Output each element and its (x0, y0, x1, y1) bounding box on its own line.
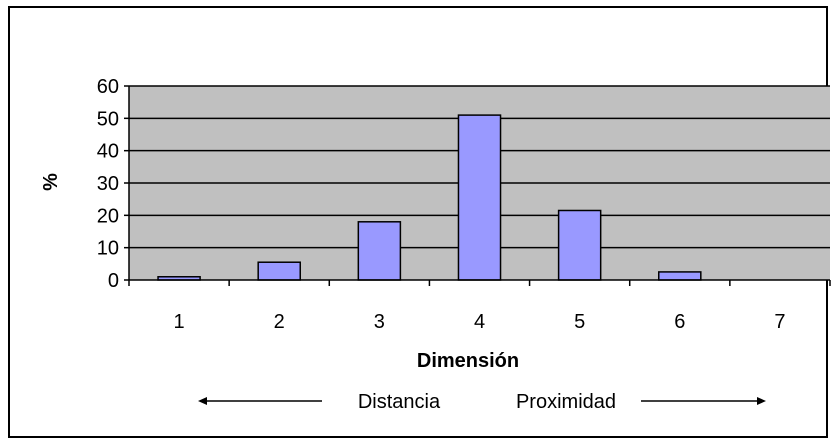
axes (124, 85, 831, 286)
distancia-arrow (198, 397, 322, 405)
bar-5 (557, 209, 602, 281)
y-tick-label: 20 (97, 205, 119, 227)
y-tick-label: 30 (97, 173, 119, 195)
bar-2 (257, 261, 301, 281)
bars (157, 114, 702, 281)
x-tick-label: 2 (274, 311, 285, 333)
y-tick-labels: 0 10 20 30 40 50 60 (97, 76, 119, 292)
x-tick-label: 6 (674, 311, 685, 333)
x-axis-title: Dimensión (417, 350, 519, 372)
distancia-label: Distancia (358, 391, 441, 413)
bar-3 (357, 221, 402, 281)
y-tick-label: 10 (97, 238, 119, 260)
y-axis-title: % (40, 173, 62, 191)
proximidad-arrow (641, 397, 766, 405)
proximidad-label: Proximidad (516, 391, 616, 413)
y-tick-label: 60 (97, 76, 119, 98)
y-tick-label: 0 (108, 270, 119, 292)
bar-4 (457, 114, 502, 281)
x-tick-label: 1 (174, 311, 185, 333)
bar-6 (658, 271, 702, 281)
x-tick-label: 4 (474, 311, 485, 333)
y-tick-label: 40 (97, 141, 119, 163)
x-tick-label: 7 (774, 311, 785, 333)
x-tick-label: 5 (574, 311, 585, 333)
y-tick-label: 50 (97, 108, 119, 130)
x-tick-label: 3 (374, 311, 385, 333)
x-tick-labels: 1 2 3 4 5 6 7 (174, 311, 786, 333)
